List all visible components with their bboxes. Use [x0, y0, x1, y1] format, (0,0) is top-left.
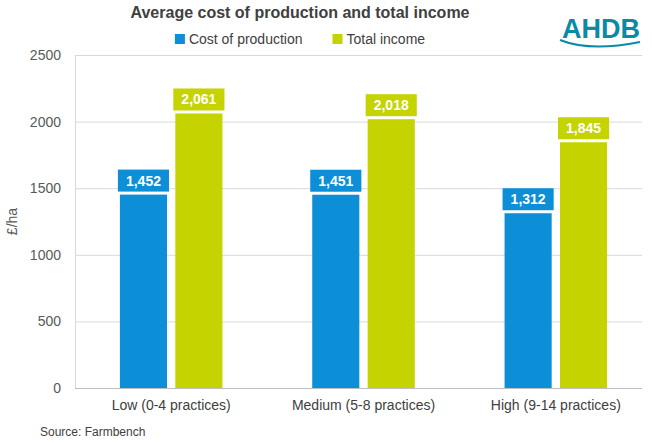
legend-label: Total income: [347, 31, 426, 47]
data-labels: 1,452 1,451 1,312 2,061 2,018 1,845: [118, 88, 609, 210]
x-tick-label: High (9-14 practices): [491, 397, 621, 413]
legend-item: Total income: [333, 31, 426, 47]
data-label-box: [310, 170, 361, 192]
legend-item: Cost of production: [175, 31, 303, 47]
data-label: 1,452: [126, 173, 161, 189]
data-label: 1,451: [318, 173, 353, 189]
y-tick-label: 1500: [30, 180, 61, 196]
data-label-box: [503, 188, 554, 210]
data-label: 2,018: [374, 97, 409, 113]
bar: [120, 195, 167, 388]
y-tick-label: 1000: [30, 247, 61, 263]
y-tick-label: 2000: [30, 114, 61, 130]
bar: [312, 195, 359, 388]
data-label-box: [366, 94, 417, 116]
legend-swatch: [333, 34, 343, 44]
y-tick-label: 500: [38, 313, 62, 329]
title: Average cost of production and total inc…: [131, 4, 470, 21]
bar: [560, 142, 607, 388]
bar: [505, 213, 552, 388]
data-label: 1,312: [511, 191, 546, 207]
y-tick-label: 0: [53, 380, 61, 396]
x-tick-label: Medium (5-8 practices): [292, 397, 435, 413]
data-label-box: [558, 117, 609, 139]
data-label: 2,061: [181, 91, 216, 107]
x-tick-label: Low (0-4 practices): [112, 397, 231, 413]
legend-swatch: [175, 34, 185, 44]
chart: Average cost of production and total inc…: [0, 0, 652, 442]
y-tick-label: 2500: [30, 47, 61, 63]
bars: [120, 113, 607, 388]
y-axis-line: [75, 56, 76, 389]
data-label: 1,845: [566, 120, 601, 136]
logo: AHDB: [562, 14, 640, 44]
y-tick: 2500: [30, 47, 642, 63]
data-label-box: [173, 88, 224, 110]
y-tick: 2000: [30, 114, 642, 130]
y-axis: 0 500 1000 1500 2000 2500: [30, 47, 642, 396]
x-axis: Low (0-4 practices) Medium (5-8 practices…: [75, 388, 642, 413]
data-label-box: [118, 170, 169, 192]
legend-label: Cost of production: [189, 31, 303, 47]
grid-line: [75, 122, 642, 123]
y-axis-title: £/ha: [4, 208, 20, 235]
x-tick: Medium (5-8 practices): [292, 388, 435, 413]
x-tick: Low (0-4 practices): [112, 388, 231, 413]
x-axis-line: [75, 388, 642, 389]
bar: [368, 119, 415, 388]
source: Source: Farmbench: [40, 425, 145, 439]
grid-line: [75, 55, 642, 56]
x-tick: High (9-14 practices): [491, 388, 621, 413]
legend: Cost of production Total income: [175, 31, 425, 47]
logo-swoosh: [560, 40, 640, 47]
grid-line: [75, 388, 642, 389]
bar: [175, 113, 222, 388]
